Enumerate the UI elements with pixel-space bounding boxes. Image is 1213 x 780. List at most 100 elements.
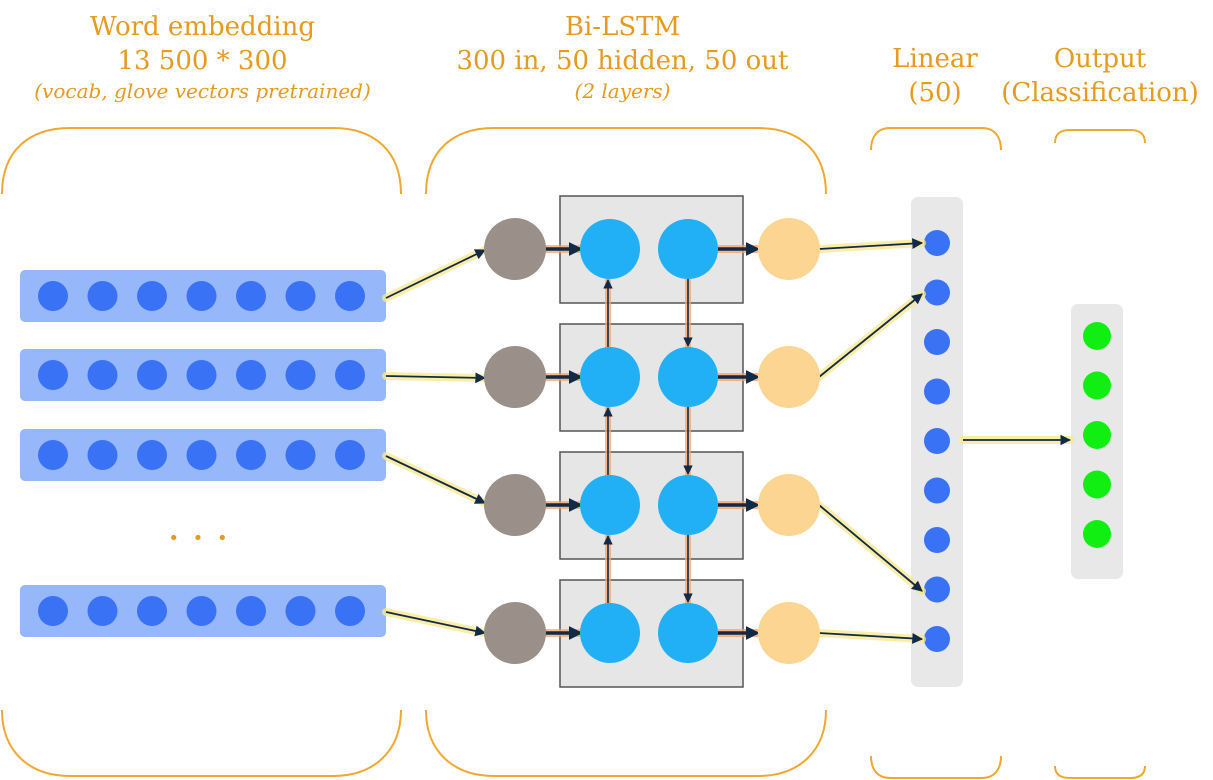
embedding-title: Word embedding [89,12,315,42]
bilstm-bracket [425,127,827,777]
output-node [1083,421,1111,449]
embedding-dot [335,281,365,311]
output-node [1083,371,1111,400]
connection-line [385,611,487,637]
bilstm-title: Bi-LSTM [564,12,681,42]
connection-arrow [815,238,926,253]
embedding-dot [335,360,365,390]
linear-bracket [870,127,1002,779]
output-subtitle: (Classification) [1001,78,1199,108]
linear-node [924,428,950,454]
embedding-note: (vocab, glove vectors pretrained) [34,79,371,103]
connection-line [385,455,486,504]
lstm-forward-node [580,347,640,407]
linear-node [924,329,950,355]
lstm-forward-node [580,603,640,663]
connection-arrow [382,372,489,384]
embedding-dot [236,596,266,626]
embedding-dot [137,596,167,626]
lstm-backward-node [658,347,718,407]
output-bracket [1054,129,1146,779]
embedding-dot [186,360,217,390]
linear-node [924,626,950,652]
connection-arrow [382,452,489,507]
linear-node [924,527,950,553]
output-node [1083,322,1111,350]
embedding-dot [236,440,266,470]
embedding-dot [285,360,316,390]
lstm-backward-node [658,475,718,535]
lstm-input-node [484,218,546,280]
embedding-dot [285,440,316,470]
lstm-input-node [484,602,546,664]
embedding-row [20,270,386,322]
embedding-rows [20,270,386,637]
lstm-output-node [758,218,820,280]
linear-size: (50) [908,78,962,108]
linear-node [924,230,950,256]
output-nodes [1083,322,1111,548]
embedding-dot [137,281,167,311]
connection-line [818,238,924,250]
embedding-dot [335,440,365,470]
connection-line [385,372,487,384]
embedding-dot [186,596,217,626]
embedding-dot [38,281,68,311]
connection-line [818,504,923,592]
embedding-dot [87,281,118,311]
bilstm-note: (2 layers) [574,79,671,103]
embedding-dot [285,281,316,311]
embedding-ellipsis: • • • [168,528,232,549]
connection-arrow [815,501,926,595]
output-title-block: Output (Classification) [1000,42,1200,110]
embedding-dot [137,440,167,470]
lstm-backward-node [658,219,718,279]
embedding-dot [38,360,68,390]
lstm-input-node [484,474,546,536]
linear-node [924,576,950,603]
embedding-title-block: Word embedding 13 500 * 300 (vocab, glov… [20,10,385,104]
embedding-dot [87,440,118,470]
lstm-forward-node [580,219,640,279]
embedding-dot [137,360,167,390]
connection-arrow [382,608,489,637]
lstm-input-node [484,346,546,408]
embedding-dot [38,440,68,470]
connection-line [818,293,923,378]
lstm-forward-node [580,475,640,535]
output-node [1083,470,1111,499]
linear-node [924,279,950,306]
connection-arrow [382,246,489,302]
lstm-output-node [758,346,820,408]
embedding-dot [335,596,365,626]
connection-arrow [815,629,926,644]
embedding-dot [285,596,316,626]
embedding-dot [38,596,68,626]
embedding-row [20,429,386,481]
lstm-output-node [758,602,820,664]
connection-line [385,249,486,299]
bilstm-title-block: Bi-LSTM 300 in, 50 hidden, 50 out (2 lay… [440,10,805,104]
linear-node [924,477,950,504]
embedding-dot [87,596,118,626]
bilstm-config: 300 in, 50 hidden, 50 out [456,46,789,76]
output-node [1083,520,1111,548]
embedding-dot [186,281,217,311]
embedding-row [20,349,386,401]
output-title: Output [1053,44,1147,74]
embedding-dot [87,360,118,390]
lstm-nodes [484,218,820,664]
embedding-dot [236,281,266,311]
embedding-row [20,585,386,637]
linear-title: Linear [892,44,978,74]
linear-nodes [924,230,950,652]
linear-node [924,378,950,405]
linear-title-block: Linear (50) [880,42,990,110]
lstm-output-node [758,474,820,536]
connection-line [818,632,924,644]
lstm-backward-node [658,603,718,663]
connection-arrow [815,290,926,381]
embedding-bracket [1,127,402,777]
embedding-dot [236,360,266,390]
